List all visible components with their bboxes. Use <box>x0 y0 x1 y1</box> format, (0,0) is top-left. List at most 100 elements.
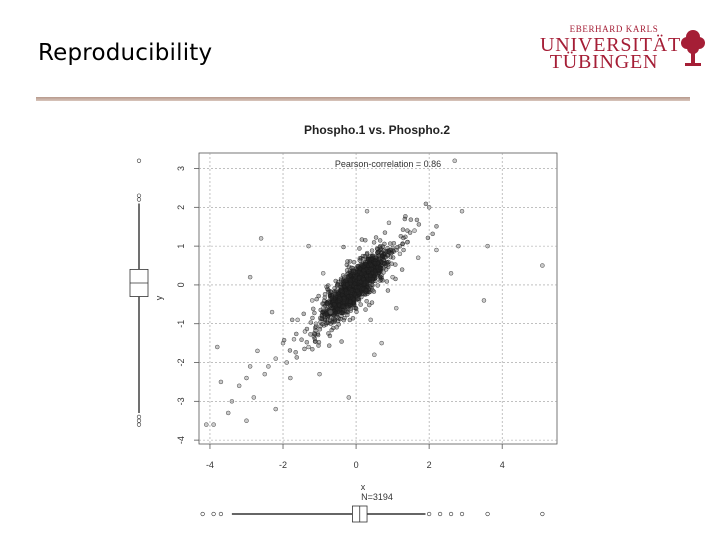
outlier-point <box>459 208 465 214</box>
outlier-point <box>211 422 216 427</box>
x-axis-label: x <box>361 482 366 492</box>
outlier-point <box>306 243 311 249</box>
y-tick-label: -4 <box>176 436 186 444</box>
data-point <box>355 288 360 293</box>
outlier-point <box>309 298 315 303</box>
data-point <box>314 296 319 302</box>
outlier-point <box>262 371 268 377</box>
data-point <box>401 235 406 241</box>
outlier-point <box>456 243 461 249</box>
data-point <box>324 284 329 289</box>
data-point <box>351 270 356 275</box>
data-point <box>430 231 435 237</box>
y-box-outlier <box>136 422 142 427</box>
outlier-point <box>368 317 373 323</box>
data-point <box>377 238 383 243</box>
data-point <box>364 273 369 279</box>
data-point <box>344 271 350 277</box>
y-tick-label: 3 <box>176 166 186 171</box>
x-box-outlier <box>485 511 490 517</box>
y-tick-label: -3 <box>176 397 186 405</box>
data-point <box>329 296 334 301</box>
outlier-point <box>273 356 278 361</box>
x-marginal-boxplot <box>200 505 545 523</box>
x-tick-label: 0 <box>354 460 359 470</box>
data-point <box>322 292 328 297</box>
data-point <box>310 347 315 352</box>
outlier-point <box>346 395 352 400</box>
outlier-point <box>448 271 454 276</box>
data-point <box>356 296 362 302</box>
logo-line-1: EBERHARD KARLS <box>569 24 659 34</box>
data-point <box>367 273 373 278</box>
data-point <box>400 227 406 232</box>
data-point <box>366 269 371 274</box>
outlier-point <box>390 274 395 280</box>
data-point <box>344 268 350 273</box>
data-point <box>316 340 322 345</box>
data-point <box>294 355 299 360</box>
plot-frame <box>198 152 558 445</box>
data-point <box>335 306 341 312</box>
data-point <box>302 346 307 352</box>
data-point <box>320 310 325 315</box>
data-point <box>332 286 337 291</box>
y-tick-label: -1 <box>176 320 186 328</box>
x-tick-label: -4 <box>206 460 214 470</box>
data-point <box>356 264 361 269</box>
data-point <box>403 214 408 219</box>
data-points <box>204 158 545 427</box>
x-box-outlier <box>427 511 432 517</box>
title-divider <box>36 97 690 101</box>
data-point <box>352 281 358 286</box>
data-point <box>388 241 393 246</box>
x-tick-label: -2 <box>279 460 287 470</box>
data-point <box>369 300 375 305</box>
data-point <box>327 333 333 339</box>
x-box-outlier <box>448 511 454 517</box>
outlier-point <box>251 395 257 400</box>
data-point <box>341 244 346 250</box>
correlation-annotation: Pearson-correlation = 0.86 <box>335 159 441 169</box>
y-tick-label: -2 <box>176 359 186 367</box>
outlier-point <box>204 422 209 427</box>
outlier-point <box>386 220 392 226</box>
data-point <box>311 306 316 312</box>
data-point <box>335 315 340 320</box>
data-point <box>401 247 406 253</box>
outlier-point <box>481 298 487 303</box>
data-point <box>348 277 353 282</box>
outlier-point <box>295 317 300 323</box>
data-point <box>341 299 347 304</box>
y-box-outlier <box>136 193 142 198</box>
y-tick-label: 2 <box>176 205 186 210</box>
data-point <box>312 310 317 316</box>
data-point <box>370 270 375 275</box>
data-point <box>335 282 340 287</box>
data-point <box>361 269 366 274</box>
data-point <box>345 312 350 318</box>
data-point <box>348 278 353 283</box>
data-point <box>369 263 374 268</box>
data-point <box>351 300 357 305</box>
data-point <box>399 267 405 272</box>
data-point <box>356 298 362 303</box>
data-point <box>341 275 347 280</box>
data-point <box>316 293 321 299</box>
data-point <box>391 241 397 246</box>
data-point <box>371 240 377 245</box>
logo-line-2: UNIVERSITÄT <box>540 34 682 56</box>
data-point <box>380 260 385 266</box>
data-point <box>364 298 369 304</box>
outlier-point <box>364 208 370 214</box>
outlier-point <box>426 205 432 210</box>
grid-lines <box>199 153 557 444</box>
outlier-point <box>397 251 403 257</box>
outlier-point <box>485 243 490 249</box>
data-point <box>356 276 362 281</box>
data-point <box>324 312 329 317</box>
data-point <box>313 325 318 330</box>
data-point <box>363 238 368 243</box>
data-point <box>363 307 368 312</box>
